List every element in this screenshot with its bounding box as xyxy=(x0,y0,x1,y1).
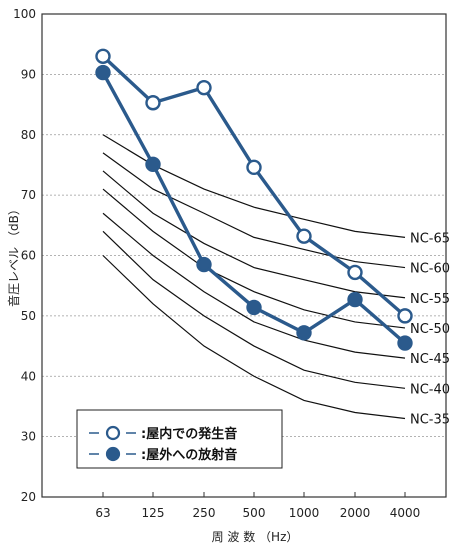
y-tick-label: 50 xyxy=(21,309,36,323)
data-point xyxy=(347,264,363,281)
legend-marker xyxy=(105,446,121,462)
data-point xyxy=(397,308,413,324)
x-tick-label: 4000 xyxy=(390,506,421,520)
x-tick-label: 500 xyxy=(243,506,266,520)
nc-curve-label: NC-40 xyxy=(410,382,450,397)
nc-curve-label: NC-55 xyxy=(410,292,450,307)
y-tick-label: 30 xyxy=(21,430,36,444)
y-tick-label: 60 xyxy=(21,249,36,263)
data-point xyxy=(296,228,312,244)
y-tick-label: 40 xyxy=(21,369,36,383)
nc-curve-label: NC-65 xyxy=(410,231,450,246)
y-tick-label: 70 xyxy=(21,188,36,202)
legend-label: :屋外への放射音－●－：屋外への放射音 xyxy=(141,447,237,463)
x-tick-label: 250 xyxy=(193,506,216,520)
legend-label: :屋内での発生音－○－：屋内での発生音 xyxy=(141,426,237,442)
grid xyxy=(42,73,446,438)
legend-marker xyxy=(105,425,121,441)
data-point xyxy=(347,291,363,308)
y-tick-label: 100 xyxy=(13,7,36,21)
data-point xyxy=(397,335,413,351)
x-tick-label: 63 xyxy=(95,506,110,520)
data-point xyxy=(95,64,111,81)
nc-curve-label: NC-45 xyxy=(410,352,450,367)
nc-curve-line xyxy=(102,170,406,299)
nc-curve-label: NC-35 xyxy=(410,413,450,428)
nc-curve-line xyxy=(102,188,406,329)
y-tick-label: 90 xyxy=(21,67,36,81)
nc-curve-line xyxy=(102,152,406,269)
y-axis-title: 音圧レベル （dB） xyxy=(6,203,21,307)
data-point xyxy=(196,256,212,273)
x-axis-title: 周 波 数 （Hz） xyxy=(212,529,299,544)
nc-curve-line xyxy=(102,212,406,359)
y-axis-ticks: 20 30 40 50 60 70 80 90 100 xyxy=(13,7,36,504)
nc-curve-line xyxy=(102,230,406,389)
data-point xyxy=(296,325,312,341)
legend: :屋内での発生音－○－：屋内での発生音 :屋外への放射音－●－：屋外への放射音 xyxy=(76,409,283,469)
data-point xyxy=(95,48,111,64)
y-tick-label: 80 xyxy=(21,128,36,142)
data-point xyxy=(145,156,161,173)
data-series xyxy=(95,48,413,351)
data-point xyxy=(246,159,262,176)
nc-curve-label: NC-50 xyxy=(410,322,450,337)
data-point xyxy=(246,299,262,316)
y-tick-label: 20 xyxy=(21,490,36,504)
x-tick-label: 2000 xyxy=(340,506,371,520)
data-point xyxy=(196,79,212,96)
nc-curve-label: NC-60 xyxy=(410,262,450,277)
x-axis-ticks: 63 125 250 500 1000 2000 4000 xyxy=(95,492,420,520)
x-tick-label: 1000 xyxy=(289,506,320,520)
nc-curves: NC-65 NC-60 NC-55 NC-50 NC-45 NC-40 NC-35 xyxy=(102,134,450,428)
nc-curve-line xyxy=(102,255,406,420)
plot-frame xyxy=(41,13,447,498)
x-tick-label: 125 xyxy=(142,506,165,520)
data-point xyxy=(145,95,161,111)
